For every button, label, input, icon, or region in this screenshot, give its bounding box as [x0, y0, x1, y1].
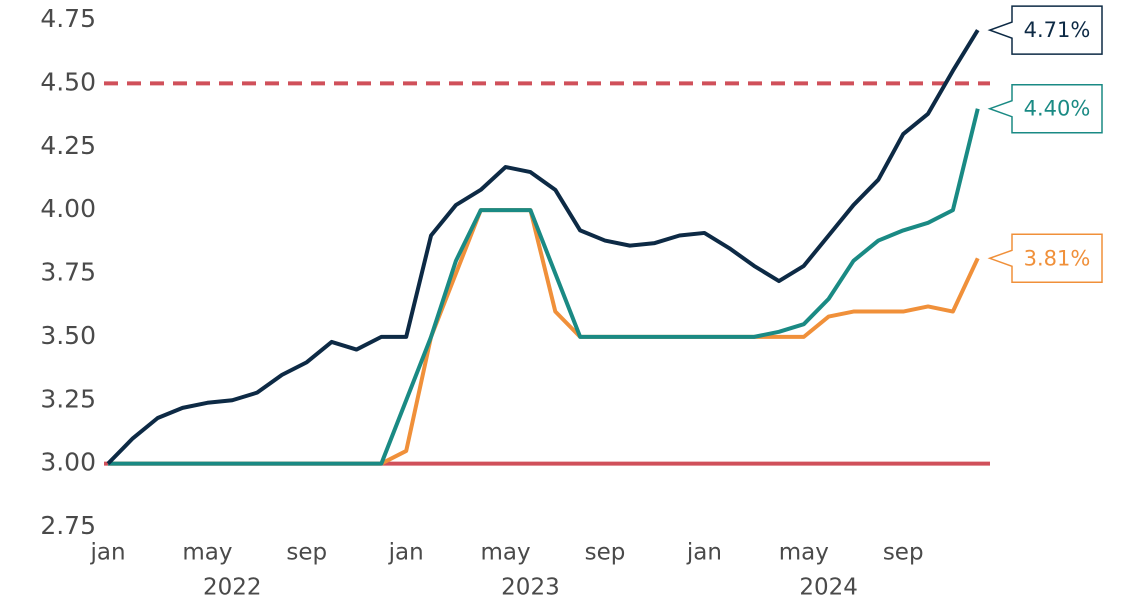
y-tick-label: 2.75 — [40, 511, 96, 540]
x-tick-label: may — [182, 540, 232, 566]
end-label: 4.71% — [987, 5, 1103, 55]
x-tick-label: sep — [286, 540, 327, 566]
x-tick-label: jan — [89, 540, 125, 566]
x-tick-label: may — [779, 540, 829, 566]
end-label: 3.81% — [987, 233, 1103, 284]
y-tick-label: 3.75 — [40, 258, 96, 287]
year-label: 2023 — [501, 575, 560, 601]
y-tick-label: 4.50 — [40, 67, 96, 96]
y-tick-label: 3.50 — [40, 321, 96, 350]
x-tick-label: sep — [585, 540, 626, 566]
x-tick-label: jan — [686, 540, 722, 566]
end-label-text: 3.81% — [1024, 246, 1091, 270]
series-line — [108, 108, 980, 466]
x-tick-label: may — [481, 540, 531, 566]
y-tick-label: 4.75 — [40, 4, 96, 33]
end-label-text: 4.71% — [1024, 18, 1091, 42]
y-tick-label: 4.00 — [40, 194, 96, 223]
series-line — [108, 208, 980, 466]
end-label-box — [987, 233, 1103, 284]
x-tick-label: sep — [883, 540, 924, 566]
y-tick-label: 3.00 — [40, 448, 96, 477]
end-label-box — [987, 5, 1103, 55]
y-tick-label: 3.25 — [40, 384, 96, 413]
series-line — [106, 29, 980, 466]
x-tick-label: jan — [388, 540, 424, 566]
year-label: 2024 — [799, 575, 858, 601]
end-label-text: 4.40% — [1024, 97, 1091, 121]
end-label-box — [987, 83, 1103, 134]
year-label: 2022 — [203, 575, 262, 601]
end-label: 4.40% — [987, 83, 1103, 134]
y-tick-label: 4.25 — [40, 131, 96, 160]
